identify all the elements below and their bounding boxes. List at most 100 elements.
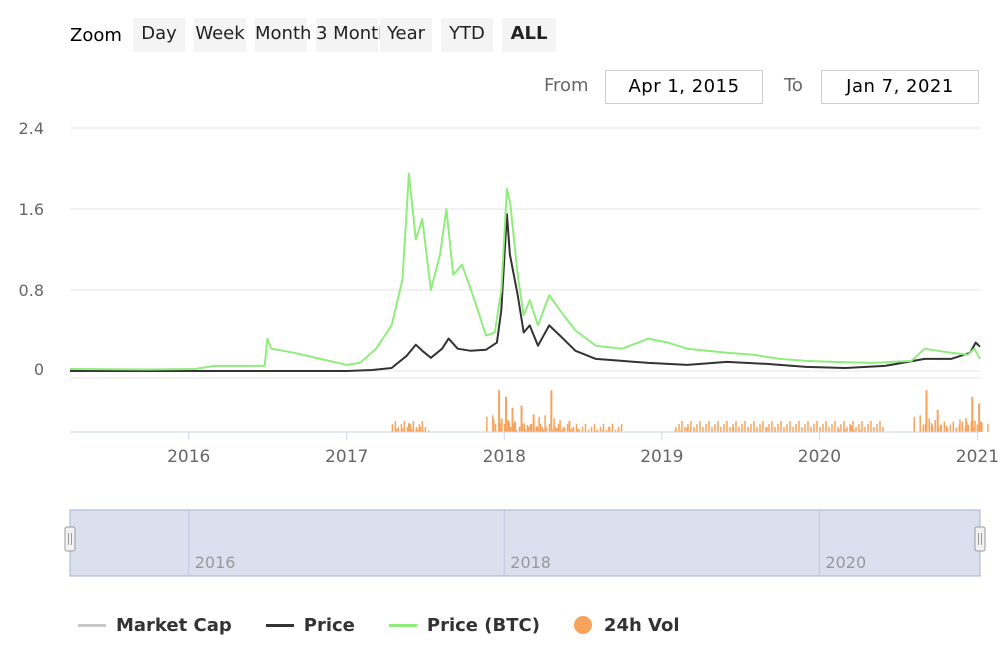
legend-label: Price [303,614,355,636]
volume-bar [413,429,415,432]
volume-bar [965,417,967,432]
navigator-label: 2016 [195,553,236,572]
vol-dot-icon [573,616,592,634]
volume-bar [508,422,511,432]
volume-bar [617,426,620,432]
volume-bar [695,430,697,432]
volume-bar [394,421,397,432]
volume-bar [753,421,755,432]
volume-bar [416,429,419,432]
volume-bar [548,423,551,432]
volume-bar [566,423,569,432]
volume-bar [675,427,677,432]
volume-bar [922,424,925,432]
volume-bar [520,405,523,432]
navigator-label: 2018 [510,553,551,572]
volume-bar [422,430,424,432]
volume-bar [539,423,542,432]
zoom-3month-button[interactable]: 3 Month [316,18,390,52]
volume-bar [837,427,839,432]
volume-bar [406,427,409,432]
volume-bar [508,420,510,432]
volume-bar [608,426,611,432]
x-tick-label: 2021 [956,447,999,467]
volume-bar [843,421,845,432]
zoom-month-button[interactable]: Month [255,18,311,52]
volume-bar [741,424,743,432]
volume-bar [559,419,561,432]
volume-bar [526,424,529,432]
volume-bar [928,418,930,432]
navigator-left-handle[interactable] [64,526,76,552]
volume-bar [813,424,815,432]
volume-bar [913,416,915,432]
volume-bar [505,396,508,432]
legend-item-market-cap[interactable]: Market Cap [78,615,232,636]
volume-bar [545,426,548,432]
volume-bar [753,430,756,432]
volume-bar [499,423,501,432]
navigator-label: 2020 [825,553,866,572]
volume-bar [859,430,861,432]
volume-bar [524,429,527,432]
zoom-all-button[interactable]: ALL [502,18,556,52]
navigator-range [69,509,981,577]
volume-bar [849,424,851,432]
volume-bar [959,419,961,432]
volume-bar [861,421,863,432]
volume-bar [409,424,412,432]
volume-bar [816,421,818,432]
volume-bar [494,423,497,432]
volume-bar [924,424,927,432]
volume-bar [768,430,771,432]
volume-bar [804,424,806,432]
to-label: To [784,75,803,96]
volume-bar [557,423,560,432]
zoom-week-button[interactable]: Week [194,18,246,52]
volume-bar [569,429,572,432]
x-tick-label: 2020 [798,447,841,467]
volume-bar [858,424,860,432]
volume-bar [925,421,928,432]
volume-bar [407,430,409,432]
legend-item-price-btc[interactable]: Price (BTC) [388,615,540,636]
volume-bar [518,426,521,432]
volume-bar [563,426,566,432]
volume-bar [572,426,575,432]
volume-bar [424,427,427,432]
volume-bar [521,423,524,432]
navigator-right-handle[interactable] [974,526,986,552]
volume-bar [732,426,735,432]
zoom-ytd-button[interactable]: YTD [441,18,493,52]
zoom-day-button[interactable]: Day [133,18,185,52]
from-date-input[interactable]: Apr 1, 2015 [605,70,763,104]
volume-bar [976,424,979,432]
zoom-year-button[interactable]: Year [380,18,432,52]
volume-bar [596,430,598,432]
volume-bar [870,421,872,432]
volume-bar [523,423,526,432]
volume-bar [777,424,779,432]
volume-bar [879,421,881,432]
volume-bar [949,424,952,432]
legend-item-24h-vol[interactable]: 24h Vol [573,615,680,636]
volume-bar [964,427,967,432]
volume-bar [765,427,767,432]
volume-bar [620,423,623,432]
to-date-input[interactable]: Jan 7, 2021 [821,70,979,104]
volume-bar [945,425,948,432]
volume-bar [792,427,794,432]
volume-bar [940,424,943,432]
volume-bar [497,429,500,432]
volume-bar [611,430,613,432]
volume-bar [970,421,973,432]
volume-bar [961,421,964,432]
volume-bar [825,421,827,432]
volume-bar [608,426,611,432]
legend-item-price[interactable]: Price [265,614,355,636]
volume-bar [973,427,976,432]
volume-bar [410,429,413,432]
volume-bar [544,415,546,432]
volume-bar [687,424,689,432]
volume-bar [702,427,704,432]
